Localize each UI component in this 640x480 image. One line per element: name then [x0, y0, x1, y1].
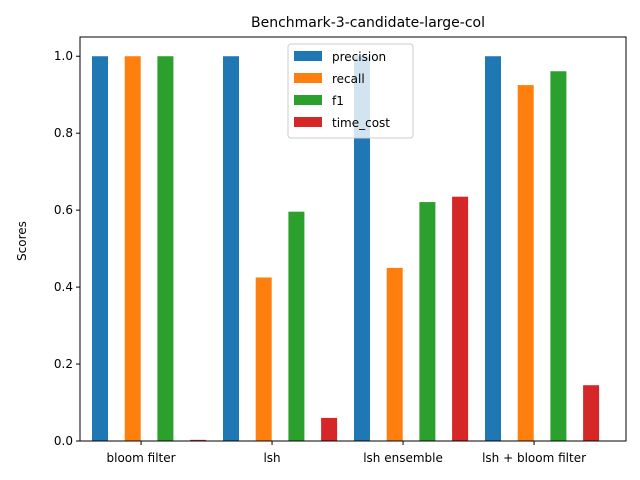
plot-frame: [79, 36, 627, 442]
y-tick-label: 1.0: [54, 49, 73, 63]
y-tick-label: 0.4: [54, 280, 73, 294]
legend-label: precision: [332, 50, 386, 64]
bar-time-cost-0: [190, 439, 207, 441]
bars-group: [92, 56, 600, 442]
bar-f1-0: [157, 56, 174, 441]
bar-time-cost-3: [583, 385, 600, 441]
legend-box: [287, 43, 414, 139]
legend-label: recall: [332, 72, 365, 86]
x-tick-label: bloom filter: [107, 451, 176, 465]
x-tick-label: lsh ensemble: [363, 451, 443, 465]
bar-f1-1: [288, 211, 305, 441]
legend-swatch: [294, 51, 322, 61]
legend-swatch: [294, 117, 322, 127]
legend-label: f1: [332, 94, 344, 108]
y-axis-ticks: 0.0 0.2 0.4 0.6 0.8 1.0: [54, 49, 80, 448]
bar-f1-3: [550, 71, 567, 442]
legend-swatch: [294, 73, 322, 83]
y-tick-label: 0.8: [54, 126, 73, 140]
bar-time-cost-1: [321, 417, 338, 441]
bar-recall-1: [255, 277, 272, 441]
legend: precision recall f1 time_cost: [287, 43, 414, 139]
x-tick-label: lsh + bloom filter: [482, 451, 586, 465]
bar-precision-2: [354, 56, 370, 441]
y-tick-label: 0.6: [54, 203, 73, 217]
x-axis-ticks: bloom filter lsh lsh ensemble lsh + bloom f…: [107, 441, 586, 465]
y-tick-label: 0.2: [54, 357, 73, 371]
legend-label: time_cost: [332, 116, 390, 130]
bar-precision-0: [92, 56, 108, 441]
bar-recall-2: [386, 267, 403, 441]
chart-title: Benchmark-3-candidate-large-col: [251, 15, 485, 31]
y-tick-label: 0.0: [54, 434, 73, 448]
bar-precision-3: [485, 56, 501, 441]
bar-time-cost-2: [452, 196, 469, 441]
bar-recall-0: [124, 56, 141, 441]
bar-recall-3: [517, 85, 534, 441]
y-axis-label: Scores: [15, 221, 29, 261]
legend-swatch: [294, 95, 322, 105]
x-tick-label: lsh: [263, 451, 280, 465]
bar-precision-1: [223, 56, 239, 441]
bar-f1-2: [419, 202, 436, 441]
